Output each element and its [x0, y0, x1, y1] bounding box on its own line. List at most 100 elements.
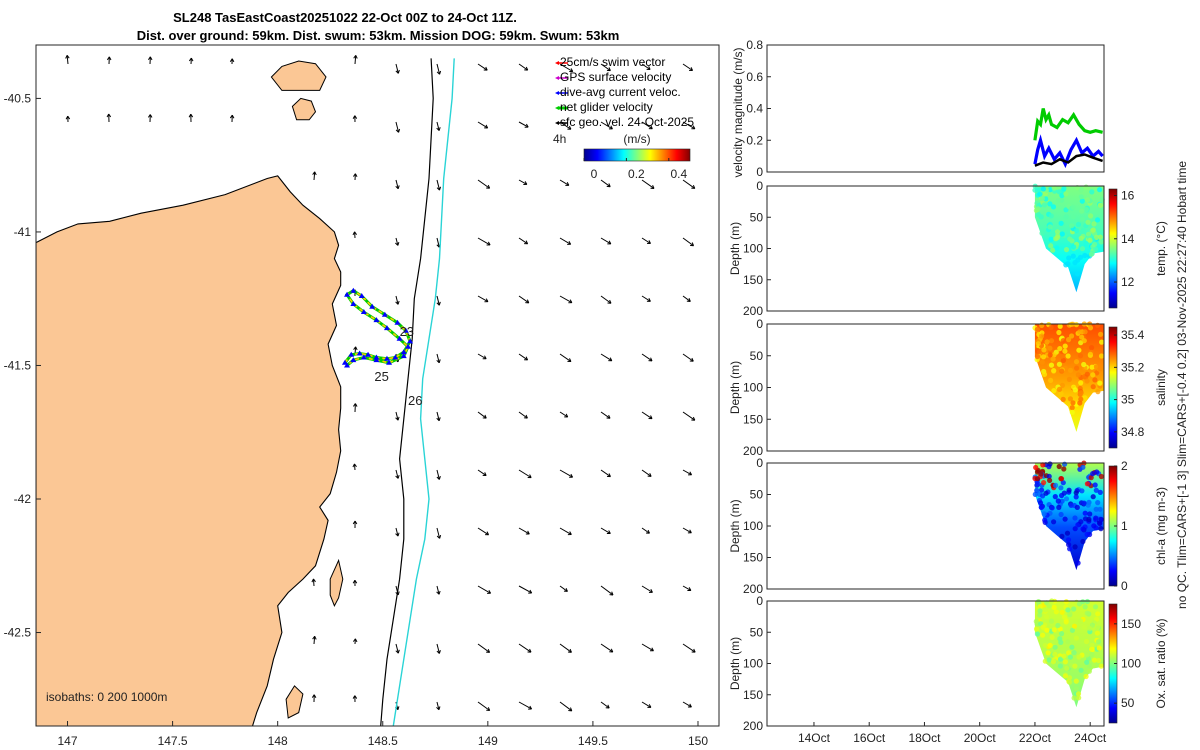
geo-vector-head	[528, 589, 533, 594]
salinity-y-label: Depth (m)	[728, 361, 742, 414]
salinity-point	[1081, 338, 1087, 344]
salinity-point	[1058, 390, 1064, 396]
geo-vector-head	[564, 413, 569, 418]
chla-point	[1098, 516, 1104, 522]
oxygen-point	[1042, 642, 1048, 649]
salinity-point	[1077, 329, 1083, 335]
salinity-point	[1090, 372, 1096, 378]
salinity-point	[1051, 368, 1057, 374]
oxygen-point	[1092, 604, 1099, 610]
geo-vector-head	[482, 472, 487, 477]
salinity-point	[1067, 396, 1073, 402]
map-colorbar	[583, 148, 691, 162]
geo-vector	[436, 469, 440, 480]
chla-point	[1061, 466, 1067, 472]
geo-vector-head	[395, 241, 400, 246]
geo-vector	[641, 701, 652, 708]
temp-point	[1079, 216, 1085, 222]
oxygen-point	[1096, 639, 1102, 645]
geo-vector-head	[647, 704, 652, 708]
oxygen-colorbar-tick-label: 150	[1121, 617, 1141, 631]
geo-vector	[641, 469, 652, 477]
salinity-point	[1077, 400, 1083, 406]
chla-colorbar-tick-label: 2	[1121, 459, 1128, 473]
salinity-point	[1048, 362, 1055, 368]
geo-vector-head	[567, 648, 572, 653]
dive-vector	[365, 351, 372, 357]
geo-vector-head	[352, 695, 358, 699]
salinity-point	[1081, 361, 1087, 368]
day-label: 23	[400, 324, 414, 339]
temp-point	[1041, 202, 1048, 208]
map-x-tick-label: 149.5	[578, 734, 608, 748]
dive-vector	[350, 287, 357, 293]
mainland	[36, 175, 342, 726]
oxygen-panel: 0 50 100 150 200 Depth (m) 50 100 150 Ox. sat. ra…	[728, 594, 1168, 745]
geo-vector	[559, 643, 572, 653]
geo-vector-head	[395, 416, 400, 421]
chla-point	[1093, 487, 1099, 493]
salinity-point	[1057, 323, 1063, 329]
geo-vector-head	[353, 55, 358, 59]
temp-colorbar-tick-label: 14	[1121, 232, 1135, 246]
temp-point	[1097, 234, 1103, 240]
temp-point	[1078, 187, 1084, 193]
salinity-point	[1084, 378, 1090, 384]
geo-vector	[477, 179, 490, 189]
dive-vector	[344, 362, 351, 368]
geo-vector	[312, 578, 315, 587]
salinity-point	[1098, 331, 1104, 337]
geo-vector-head	[691, 648, 696, 653]
temp-point	[1056, 189, 1062, 195]
geo-vector-head	[436, 301, 441, 306]
geo-vector	[559, 411, 568, 418]
geo-vector-head	[106, 113, 112, 118]
temp-y-tick-label: 100	[743, 242, 763, 256]
legend-arrowhead	[555, 91, 559, 95]
oxygen-point	[1042, 607, 1048, 613]
geo-vector-head	[567, 125, 572, 130]
chla-point	[1078, 519, 1084, 525]
temp-point	[1087, 237, 1093, 243]
geo-vector	[641, 237, 651, 244]
geo-vector-head	[687, 529, 692, 534]
salinity-point	[1092, 377, 1098, 383]
geo-vector	[354, 55, 357, 65]
salinity-point	[1069, 405, 1075, 411]
chla-point	[1056, 504, 1062, 510]
geo-vector	[436, 237, 440, 248]
chla-point	[1075, 522, 1081, 528]
geo-vector-head	[485, 531, 490, 536]
temp-point	[1066, 255, 1072, 261]
salinity-point	[1062, 343, 1068, 349]
oxygen-point	[1049, 634, 1055, 641]
time-label: 4h	[553, 132, 566, 146]
salinity-point	[1066, 359, 1072, 365]
salinity-point	[1040, 354, 1047, 360]
geo-vector	[436, 179, 441, 191]
oxygen-point	[1057, 636, 1063, 642]
salinity-point	[1082, 329, 1088, 335]
map-y-tick-label: -42.5	[4, 626, 32, 640]
salinity-point	[1056, 329, 1062, 336]
oxygen-point	[1082, 604, 1088, 610]
velocity-y-tick-label: 0.6	[746, 70, 763, 84]
legend-label: sfc geo. vel. 24-Oct-2025	[560, 115, 694, 129]
island	[291, 97, 317, 121]
geo-vector	[559, 585, 568, 592]
oxygen-y-tick-label: 200	[743, 719, 763, 733]
geo-vector-head	[436, 706, 441, 711]
chla-point	[1090, 494, 1096, 500]
oxygen-point	[1073, 678, 1079, 684]
chla-point	[1081, 500, 1087, 506]
chla-point	[1034, 476, 1041, 482]
temp-point	[1047, 201, 1053, 207]
salinity-y-tick-label: 150	[743, 412, 763, 426]
time-x-tick-label: 24Oct	[1074, 731, 1107, 745]
velocity-y-label: velocity magnitude (m/s)	[731, 47, 745, 177]
island	[329, 558, 344, 608]
oxygen-point	[1094, 630, 1100, 636]
map-frame	[35, 44, 720, 727]
oxygen-point	[1073, 635, 1079, 641]
